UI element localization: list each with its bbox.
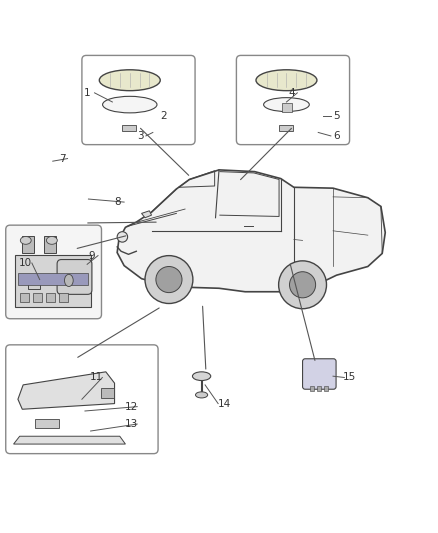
FancyBboxPatch shape: [82, 55, 195, 144]
FancyBboxPatch shape: [6, 225, 102, 319]
Text: 5: 5: [333, 111, 339, 122]
Circle shape: [290, 272, 316, 298]
Circle shape: [156, 266, 182, 293]
Text: 4: 4: [289, 88, 295, 98]
Bar: [101, 389, 114, 398]
Bar: [311, 386, 314, 391]
Polygon shape: [141, 211, 152, 218]
Ellipse shape: [20, 237, 31, 244]
Circle shape: [279, 261, 326, 309]
Text: 11: 11: [90, 373, 103, 383]
Ellipse shape: [192, 372, 211, 381]
Bar: [18, 272, 88, 285]
Circle shape: [145, 256, 193, 303]
Polygon shape: [14, 436, 125, 444]
Bar: [15, 255, 92, 306]
Ellipse shape: [117, 232, 127, 242]
Bar: [44, 236, 56, 254]
Ellipse shape: [256, 70, 317, 91]
Text: 10: 10: [19, 258, 32, 268]
Text: 3: 3: [138, 131, 144, 141]
Bar: [28, 279, 40, 289]
Bar: [22, 236, 35, 254]
FancyBboxPatch shape: [237, 55, 350, 144]
Bar: [20, 293, 29, 302]
Bar: [46, 293, 55, 302]
Ellipse shape: [264, 98, 309, 111]
Text: 7: 7: [59, 154, 66, 164]
Ellipse shape: [102, 96, 157, 113]
FancyBboxPatch shape: [57, 260, 92, 294]
Bar: [35, 419, 59, 429]
FancyBboxPatch shape: [303, 359, 336, 389]
Text: 8: 8: [115, 197, 121, 207]
Ellipse shape: [64, 274, 73, 287]
Text: 12: 12: [124, 402, 138, 411]
Polygon shape: [117, 170, 385, 292]
Text: 9: 9: [88, 251, 95, 261]
FancyBboxPatch shape: [6, 345, 158, 454]
Bar: [282, 103, 292, 111]
Polygon shape: [18, 372, 115, 409]
Text: 1: 1: [84, 88, 91, 98]
Ellipse shape: [195, 392, 208, 398]
Text: 6: 6: [333, 131, 339, 141]
Text: 14: 14: [218, 399, 231, 409]
Bar: [279, 125, 293, 131]
Text: 2: 2: [160, 111, 166, 122]
Ellipse shape: [46, 237, 57, 244]
Bar: [122, 125, 136, 131]
Bar: [324, 386, 328, 391]
Text: 13: 13: [124, 419, 138, 429]
Bar: [33, 293, 42, 302]
Bar: [59, 293, 68, 302]
Bar: [318, 386, 321, 391]
Text: 15: 15: [343, 373, 356, 383]
Ellipse shape: [99, 70, 160, 91]
